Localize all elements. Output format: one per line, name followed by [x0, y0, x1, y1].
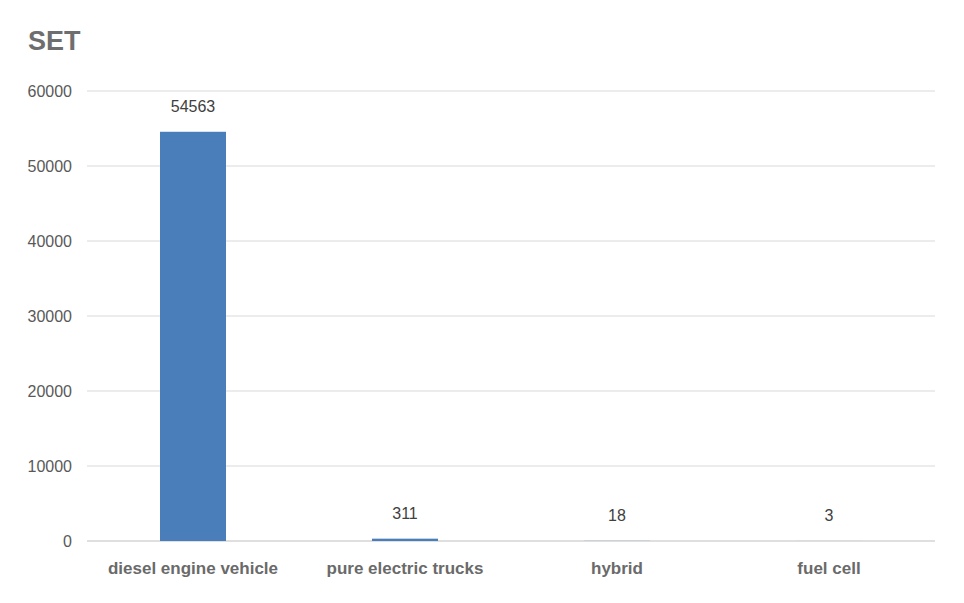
- y-tick-label: 10000: [28, 458, 73, 475]
- bars: [160, 132, 862, 541]
- bar: [796, 540, 862, 541]
- category-label: fuel cell: [797, 559, 860, 578]
- y-tick-label: 40000: [28, 233, 73, 250]
- category-label: pure electric trucks: [327, 559, 484, 578]
- chart-svg: SET 0 10000 20000 30000 40000 50000 60000 54563 d…: [0, 0, 964, 603]
- y-tick-label: 50000: [28, 158, 73, 175]
- y-tick-label: 20000: [28, 383, 73, 400]
- y-tick-label: 30000: [28, 308, 73, 325]
- y-tick-label: 60000: [28, 83, 73, 100]
- bar: [372, 539, 438, 541]
- grid-line: [87, 91, 935, 92]
- category-label: diesel engine vehicle: [108, 559, 278, 578]
- chart-container: SET 0 10000 20000 30000 40000 50000 60000 54563 d…: [0, 0, 964, 603]
- data-label: 3: [825, 507, 834, 524]
- bar: [160, 132, 226, 541]
- bar: [584, 540, 650, 541]
- y-tick-label: 0: [63, 533, 72, 550]
- category-label: hybrid: [591, 559, 643, 578]
- data-label: 311: [392, 505, 418, 522]
- data-label: 54563: [171, 98, 216, 115]
- data-label: 18: [608, 507, 626, 524]
- y-label: SET: [28, 26, 81, 56]
